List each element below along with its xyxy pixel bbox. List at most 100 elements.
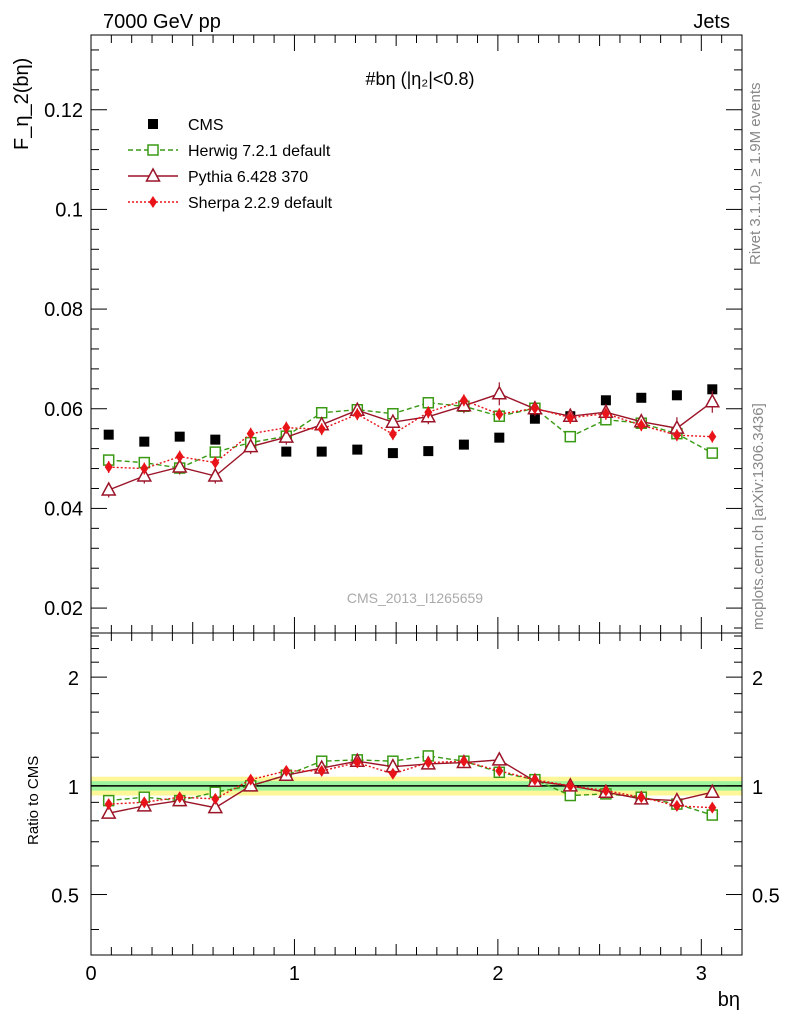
ratio-ytick-label: 0.5 — [51, 886, 79, 908]
x-tick-label: 1 — [289, 963, 300, 985]
main-ytick-label: 0.06 — [44, 399, 83, 421]
legend-sherpa-2-2-9-default-label: Sherpa 2.2.9 default — [188, 195, 333, 212]
pythia-6-428-370-point — [100, 804, 117, 819]
sherpa-2-2-9-default-point — [175, 450, 184, 463]
series-cms-main — [103, 384, 718, 459]
sherpa-2-2-9-default-point — [353, 756, 362, 769]
sherpa-2-2-9-default-point — [282, 764, 291, 777]
pythia-6-428-370-point — [491, 385, 508, 400]
header-right: Jets — [693, 11, 730, 33]
herwig-7-2-1-default-point — [564, 789, 577, 802]
rivet-label: Rivet 3.1.10, ≥ 1.9M events — [747, 83, 764, 266]
sherpa-2-2-9-default-point — [317, 764, 326, 777]
pythia-6-428-370-point — [491, 751, 508, 766]
cms-point — [174, 431, 185, 442]
ratio-ytick-label-right: 2 — [752, 668, 763, 690]
ratio-ylabel: Ratio to CMS — [25, 756, 42, 845]
x-tick-label: 0 — [85, 963, 96, 985]
cms-point — [636, 392, 647, 403]
sherpa-2-2-9-default-point — [672, 429, 681, 442]
sherpa-2-2-9-default-point — [282, 421, 291, 434]
herwig-7-2-1-default-line — [108, 755, 713, 816]
sherpa-2-2-9-default-point — [495, 408, 504, 421]
cms-point — [210, 434, 221, 445]
sherpa-2-2-9-default-point — [140, 796, 149, 809]
sherpa-2-2-9-default-point — [566, 779, 575, 792]
main-panel: 0.02 0.04 0.06 0.08 0.1 0.12 #bη (|η₂|<0.8) F… — [11, 34, 743, 634]
pythia-6-428-370-point — [207, 467, 224, 482]
sherpa-2-2-9-default-point — [601, 407, 610, 420]
sherpa-2-2-9-default-point — [637, 419, 646, 432]
sherpa-2-2-9-default-point — [530, 773, 539, 786]
legend: CMS Herwig 7.2.1 default Pythia 6.428 370 S… — [128, 117, 333, 212]
main-title: #bη (|η₂|<0.8) — [366, 69, 475, 89]
sherpa-2-2-9-default-point — [530, 402, 539, 415]
series-pythia-6-428-370-main — [100, 382, 721, 498]
series-sherpa-2-2-9-default-main — [104, 394, 717, 475]
watermark: CMS_2013_I1265659 — [347, 590, 483, 606]
cms-point — [494, 432, 505, 443]
cms-point — [103, 429, 114, 440]
sherpa-2-2-9-default-point — [708, 430, 717, 443]
sherpa-2-2-9-default-point — [495, 764, 504, 777]
legend-herwig-7-2-1-default-label: Herwig 7.2.1 default — [188, 143, 331, 160]
herwig-7-2-1-default-point — [209, 446, 222, 458]
series-herwig-7-2-1-default-main — [102, 397, 719, 474]
main-ytick-label: 0.1 — [55, 199, 83, 221]
cms-point — [423, 446, 434, 457]
ratio-ytick-label: 1 — [68, 777, 79, 799]
main-ytick-label: 0.08 — [44, 299, 83, 321]
cms-point — [316, 446, 327, 457]
sherpa-2-2-9-default-point — [566, 411, 575, 424]
legend-pythia-6-428-370-label: Pythia 6.428 370 — [188, 169, 308, 186]
legend-pythia-6-428-370-marker — [145, 167, 161, 182]
sherpa-2-2-9-default-point — [424, 756, 433, 769]
legend-herwig-7-2-1-default-marker — [147, 144, 159, 156]
sherpa-2-2-9-default-point — [246, 773, 255, 786]
sherpa-2-2-9-default-point — [353, 408, 362, 421]
sherpa-2-2-9-default-point — [104, 461, 113, 474]
pythia-6-428-370-point — [100, 481, 117, 496]
sherpa-2-2-9-default-point — [140, 462, 149, 475]
pythia-6-428-370-line — [108, 759, 713, 814]
pythia-6-428-370-point — [242, 438, 259, 453]
pythia-6-428-370-point — [171, 458, 188, 473]
cms-point — [707, 384, 718, 395]
ratio-ytick-label: 2 — [68, 668, 79, 690]
sherpa-2-2-9-default-line — [108, 399, 713, 470]
x-tick-label: 2 — [492, 963, 503, 985]
legend-sherpa-2-2-9-default-marker — [149, 196, 157, 208]
herwig-7-2-1-default-point — [564, 430, 577, 443]
sherpa-2-2-9-default-point — [388, 767, 397, 780]
cms-point — [352, 444, 363, 455]
cms-point — [600, 395, 611, 406]
main-ytick-label: 0.12 — [44, 100, 83, 122]
pythia-6-428-370-point — [136, 467, 153, 482]
sherpa-2-2-9-default-point — [459, 394, 468, 407]
herwig-7-2-1-default-line — [108, 402, 713, 469]
cms-point — [139, 436, 150, 447]
main-ytick-label: 0.04 — [44, 498, 83, 520]
sherpa-2-2-9-default-point — [175, 791, 184, 804]
sherpa-2-2-9-default-point — [104, 798, 113, 811]
cms-point — [458, 439, 469, 450]
sherpa-2-2-9-default-point — [388, 428, 397, 441]
pythia-6-428-370-point — [385, 413, 401, 428]
pythia-6-428-370-point — [278, 428, 295, 443]
x-tick-label: 3 — [696, 963, 707, 985]
legend-cms-marker — [148, 119, 158, 129]
sherpa-2-2-9-default-point — [424, 406, 433, 419]
cms-point — [671, 390, 682, 401]
pythia-6-428-370-point — [704, 783, 721, 798]
pythia-6-428-370-point — [207, 799, 224, 814]
series-sherpa-2-2-9-default-ratio — [104, 755, 717, 814]
sherpa-2-2-9-default-point — [317, 423, 326, 436]
cms-point — [529, 413, 540, 424]
main-ytick-label: 0.02 — [44, 598, 83, 620]
sherpa-2-2-9-default-point — [459, 755, 468, 768]
sherpa-2-2-9-default-line — [108, 760, 713, 809]
mcplots-label: mcplots.cern.ch [arXiv:1306.3436] — [750, 403, 767, 630]
sherpa-2-2-9-default-point — [672, 799, 681, 812]
ratio-ytick-label-right: 0.5 — [752, 886, 780, 908]
